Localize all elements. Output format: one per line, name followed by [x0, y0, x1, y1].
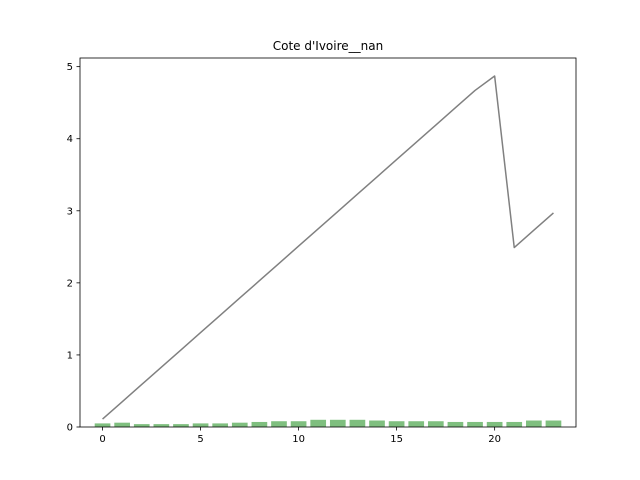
y-tick-label: 5	[67, 62, 73, 73]
bar	[212, 423, 229, 427]
x-tick-label: 5	[197, 434, 203, 445]
bar	[349, 419, 366, 427]
bars-layer	[94, 419, 562, 427]
bar	[545, 420, 562, 427]
y-tick-label: 4	[67, 134, 73, 145]
bar	[153, 424, 170, 427]
bar	[369, 420, 385, 427]
bar	[192, 423, 209, 427]
x-tick-label: 10	[292, 434, 305, 445]
line-layer	[102, 75, 554, 420]
chart-title: Cote d'Ivoire__nan	[273, 39, 383, 53]
bar	[133, 424, 150, 427]
bar	[467, 421, 483, 427]
bar	[526, 420, 542, 427]
x-tick-label: 20	[488, 434, 501, 445]
bar	[388, 421, 405, 427]
bar	[329, 419, 346, 427]
x-tick-label: 0	[99, 434, 105, 445]
y-tick-label: 0	[67, 423, 73, 434]
bar	[310, 419, 327, 427]
y-tick-label: 3	[67, 206, 73, 217]
bar	[447, 421, 464, 427]
bar	[486, 421, 503, 427]
series-line	[102, 75, 554, 420]
bar	[94, 423, 111, 427]
bar	[290, 421, 307, 427]
bar	[173, 424, 189, 427]
plot-frame	[79, 57, 577, 428]
bar	[231, 422, 248, 427]
y-axis: 0 1 2 3 4 5	[67, 62, 80, 434]
y-tick-label: 1	[67, 350, 73, 361]
bar	[427, 421, 444, 427]
bar	[271, 421, 287, 427]
x-axis: 0 5 10 15 20	[99, 427, 501, 445]
bar	[506, 421, 523, 427]
bar	[408, 421, 425, 427]
y-tick-label: 2	[67, 278, 73, 289]
x-tick-label: 15	[390, 434, 403, 445]
bar	[114, 422, 130, 427]
bar	[251, 421, 268, 427]
